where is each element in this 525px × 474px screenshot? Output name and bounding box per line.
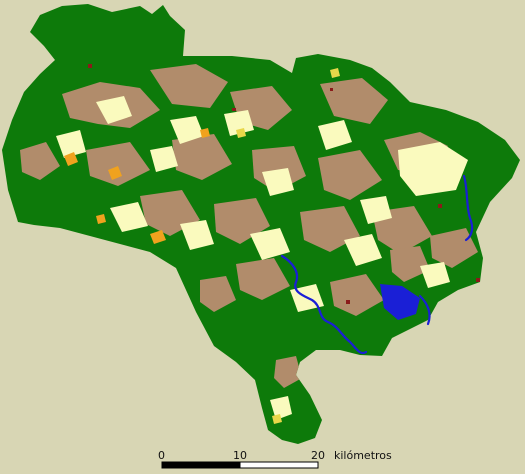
rivers	[280, 174, 474, 355]
scale-outline	[161, 461, 319, 469]
river-main	[280, 254, 368, 355]
orchard-patches	[64, 128, 210, 244]
river-south	[418, 294, 431, 326]
land-cover-patches	[20, 64, 480, 424]
reservoir	[380, 284, 420, 320]
scale-tick-0: 0	[158, 449, 165, 462]
scale-segment-1	[162, 462, 240, 468]
scale-unit-label: kilómetros	[334, 449, 392, 462]
river-east	[462, 174, 474, 242]
scale-tick-20: 20	[311, 449, 325, 462]
urban-patches	[88, 64, 480, 304]
yellow-patches	[236, 68, 340, 424]
scale-segment-2	[239, 461, 319, 469]
scale-bar: 0 10 20 kilómetros	[158, 449, 392, 469]
scale-tick-10: 10	[233, 449, 247, 462]
cropland-patches	[56, 96, 468, 420]
